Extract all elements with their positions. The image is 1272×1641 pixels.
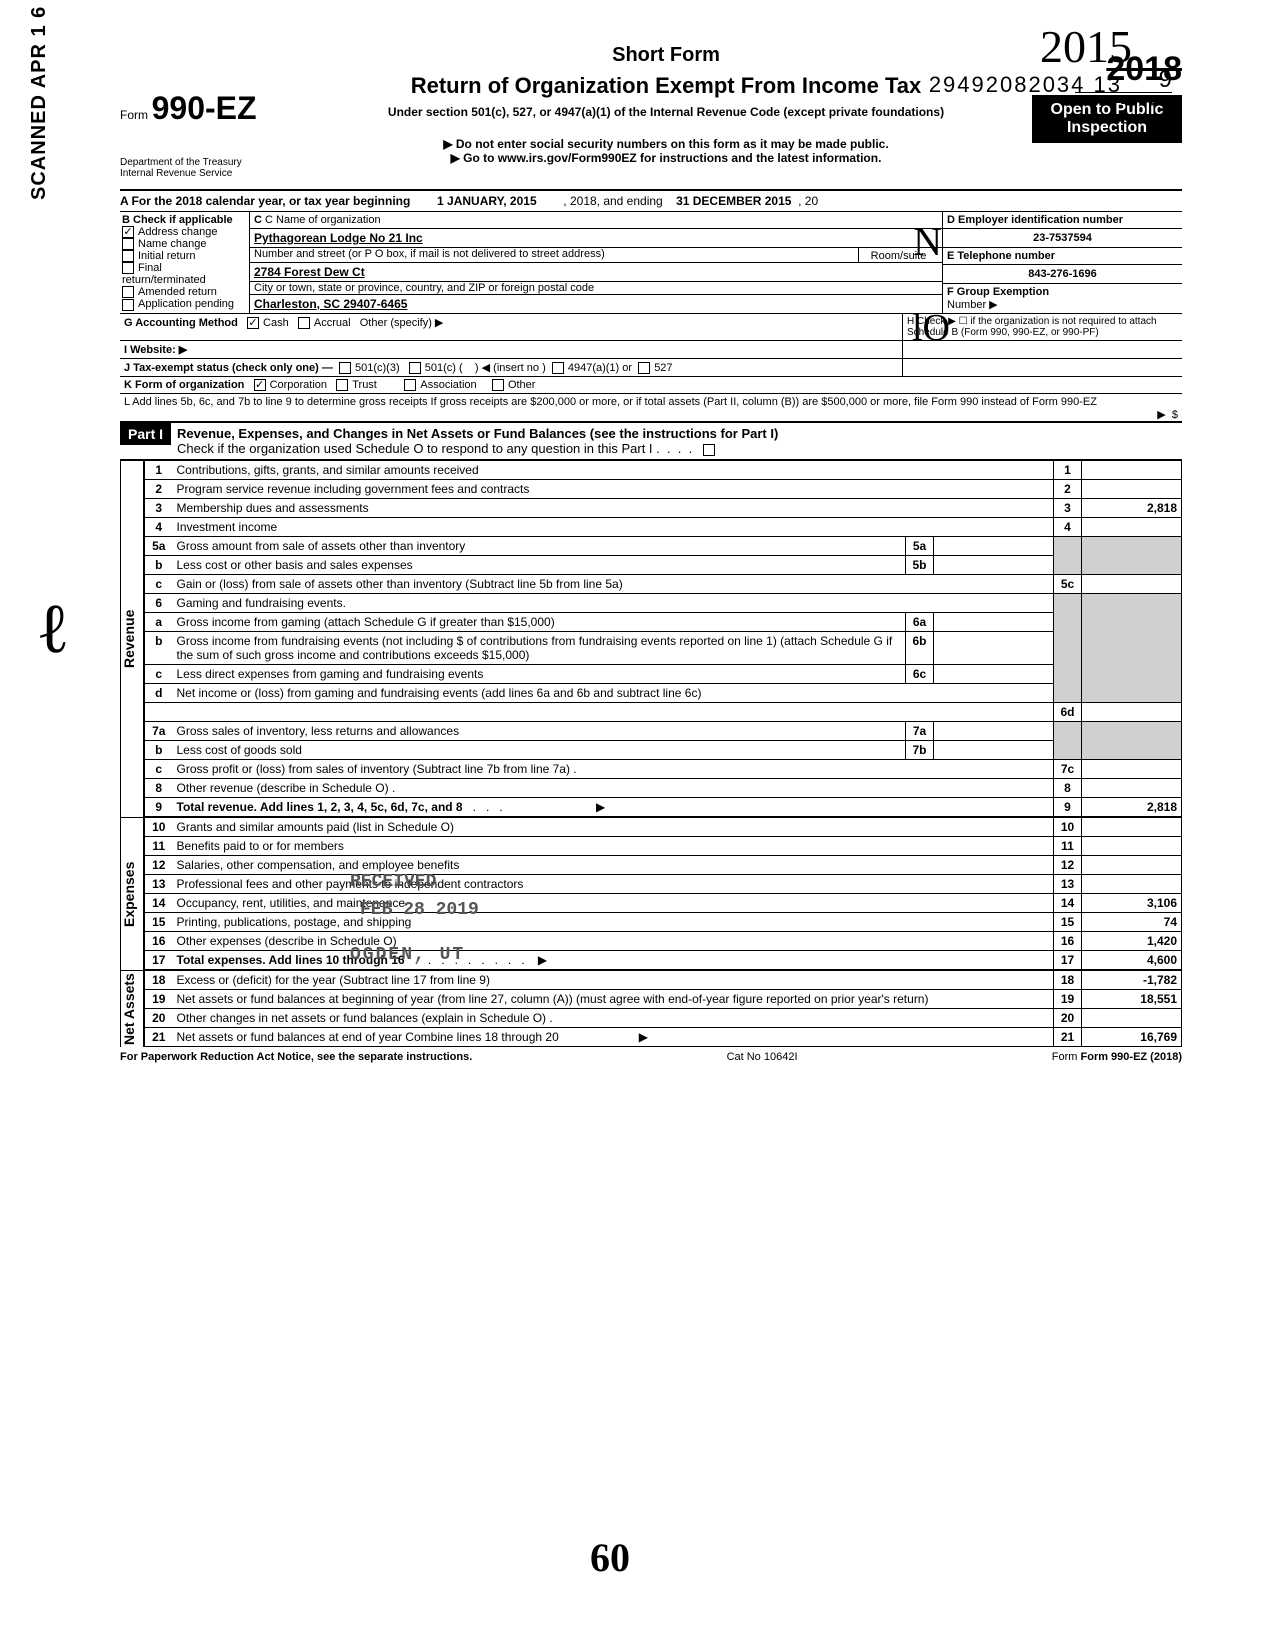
checkbox-4947[interactable] bbox=[552, 362, 564, 374]
checkbox-corp[interactable] bbox=[254, 379, 266, 391]
ein: 23-7537594 bbox=[943, 229, 1182, 248]
treasury-dept: Department of the Treasury Internal Reve… bbox=[120, 127, 300, 179]
form-header: Form 990-EZ Department of the Treasury I… bbox=[120, 40, 1182, 191]
omb-number: OMB No 1545-1150 bbox=[1075, 92, 1172, 107]
checkbox-527[interactable] bbox=[638, 362, 650, 374]
scanned-stamp: SCANNED APR 1 6 2019 bbox=[28, 0, 51, 200]
goto-url: ▶ Go to www.irs.gov/Form990EZ for instru… bbox=[451, 151, 882, 165]
checkbox-final-return[interactable] bbox=[122, 262, 134, 274]
expenses-label: Expenses bbox=[120, 817, 144, 970]
line-i: I Website: ▶ bbox=[120, 341, 902, 358]
checkbox-accrual[interactable] bbox=[298, 317, 310, 329]
line-g: G Accounting Method Cash Accrual Other (… bbox=[120, 314, 902, 340]
checkbox-pending[interactable] bbox=[122, 299, 134, 311]
handwritten-60: 60 bbox=[590, 1534, 630, 1581]
handwritten-loop: ℓ bbox=[36, 590, 70, 670]
checkbox-501c3[interactable] bbox=[339, 362, 351, 374]
revenue-table: 1Contributions, gifts, grants, and simil… bbox=[144, 460, 1182, 817]
telephone: 843-276-1696 bbox=[943, 265, 1182, 284]
checkbox-amended[interactable] bbox=[122, 286, 134, 298]
section-b: B Check if applicable Address change Nam… bbox=[120, 212, 250, 313]
handwritten-initial-2: lO bbox=[912, 306, 950, 350]
revenue-label: Revenue bbox=[120, 460, 144, 817]
org-name: Pythagorean Lodge No 21 Inc bbox=[250, 229, 942, 248]
net-assets-table: 18Excess or (deficit) for the year (Subt… bbox=[144, 970, 1182, 1047]
form-prefix: Form bbox=[120, 108, 148, 122]
line-l: L Add lines 5b, 6c, and 7b to line 9 to … bbox=[120, 394, 1122, 421]
section-e-label: E Telephone number bbox=[943, 248, 1182, 265]
expenses-table: 10Grants and similar amounts paid (list … bbox=[144, 817, 1182, 970]
main-title: Return of Organization Exempt From Incom… bbox=[310, 73, 1022, 99]
part-1-check: Check if the organization used Schedule … bbox=[177, 441, 660, 456]
net-assets-label: Net Assets bbox=[120, 970, 144, 1047]
short-form-label: Short Form bbox=[310, 44, 1022, 67]
section-f: F Group ExemptionNumber ▶ bbox=[943, 284, 1182, 313]
line-j: J Tax-exempt status (check only one) — 5… bbox=[120, 359, 902, 376]
checkbox-501c[interactable] bbox=[409, 362, 421, 374]
handwritten-year: 2015 bbox=[1040, 20, 1132, 73]
checkbox-other[interactable] bbox=[492, 379, 504, 391]
line-k: K Form of organization Corporation Trust… bbox=[120, 377, 1182, 393]
checkbox-name-change[interactable] bbox=[122, 238, 134, 250]
section-d-label: D Employer identification number bbox=[943, 212, 1182, 229]
checkbox-schedule-o[interactable] bbox=[703, 444, 715, 456]
handwritten-initial: N bbox=[913, 218, 942, 265]
checkbox-cash[interactable] bbox=[247, 317, 259, 329]
footer: For Paperwork Reduction Act Notice, see … bbox=[120, 1051, 1182, 1063]
city-state-zip: Charleston, SC 29407-6465 bbox=[250, 295, 942, 313]
checkbox-address-change[interactable] bbox=[122, 226, 134, 238]
part-1-tag: Part I bbox=[120, 423, 171, 445]
dln-end: 9 bbox=[1159, 66, 1172, 94]
form-number: 990-EZ bbox=[152, 90, 257, 126]
line-a: A For the 2018 calendar year, or tax yea… bbox=[120, 191, 1182, 212]
city-label: City or town, state or province, country… bbox=[250, 282, 942, 295]
checkbox-trust[interactable] bbox=[336, 379, 348, 391]
section-c-header: C C Name of organization bbox=[250, 212, 942, 229]
part-1-title: Revenue, Expenses, and Changes in Net As… bbox=[177, 426, 778, 441]
sub-title: Under section 501(c), 527, or 4947(a)(1)… bbox=[310, 105, 1022, 119]
street-label: Number and street (or P O box, if mail i… bbox=[254, 248, 858, 262]
checkbox-assoc[interactable] bbox=[404, 379, 416, 391]
ssn-warning: ▶ Do not enter social security numbers o… bbox=[443, 137, 888, 151]
street-address: 2784 Forest Dew Ct bbox=[250, 263, 942, 282]
checkbox-initial-return[interactable] bbox=[122, 250, 134, 262]
